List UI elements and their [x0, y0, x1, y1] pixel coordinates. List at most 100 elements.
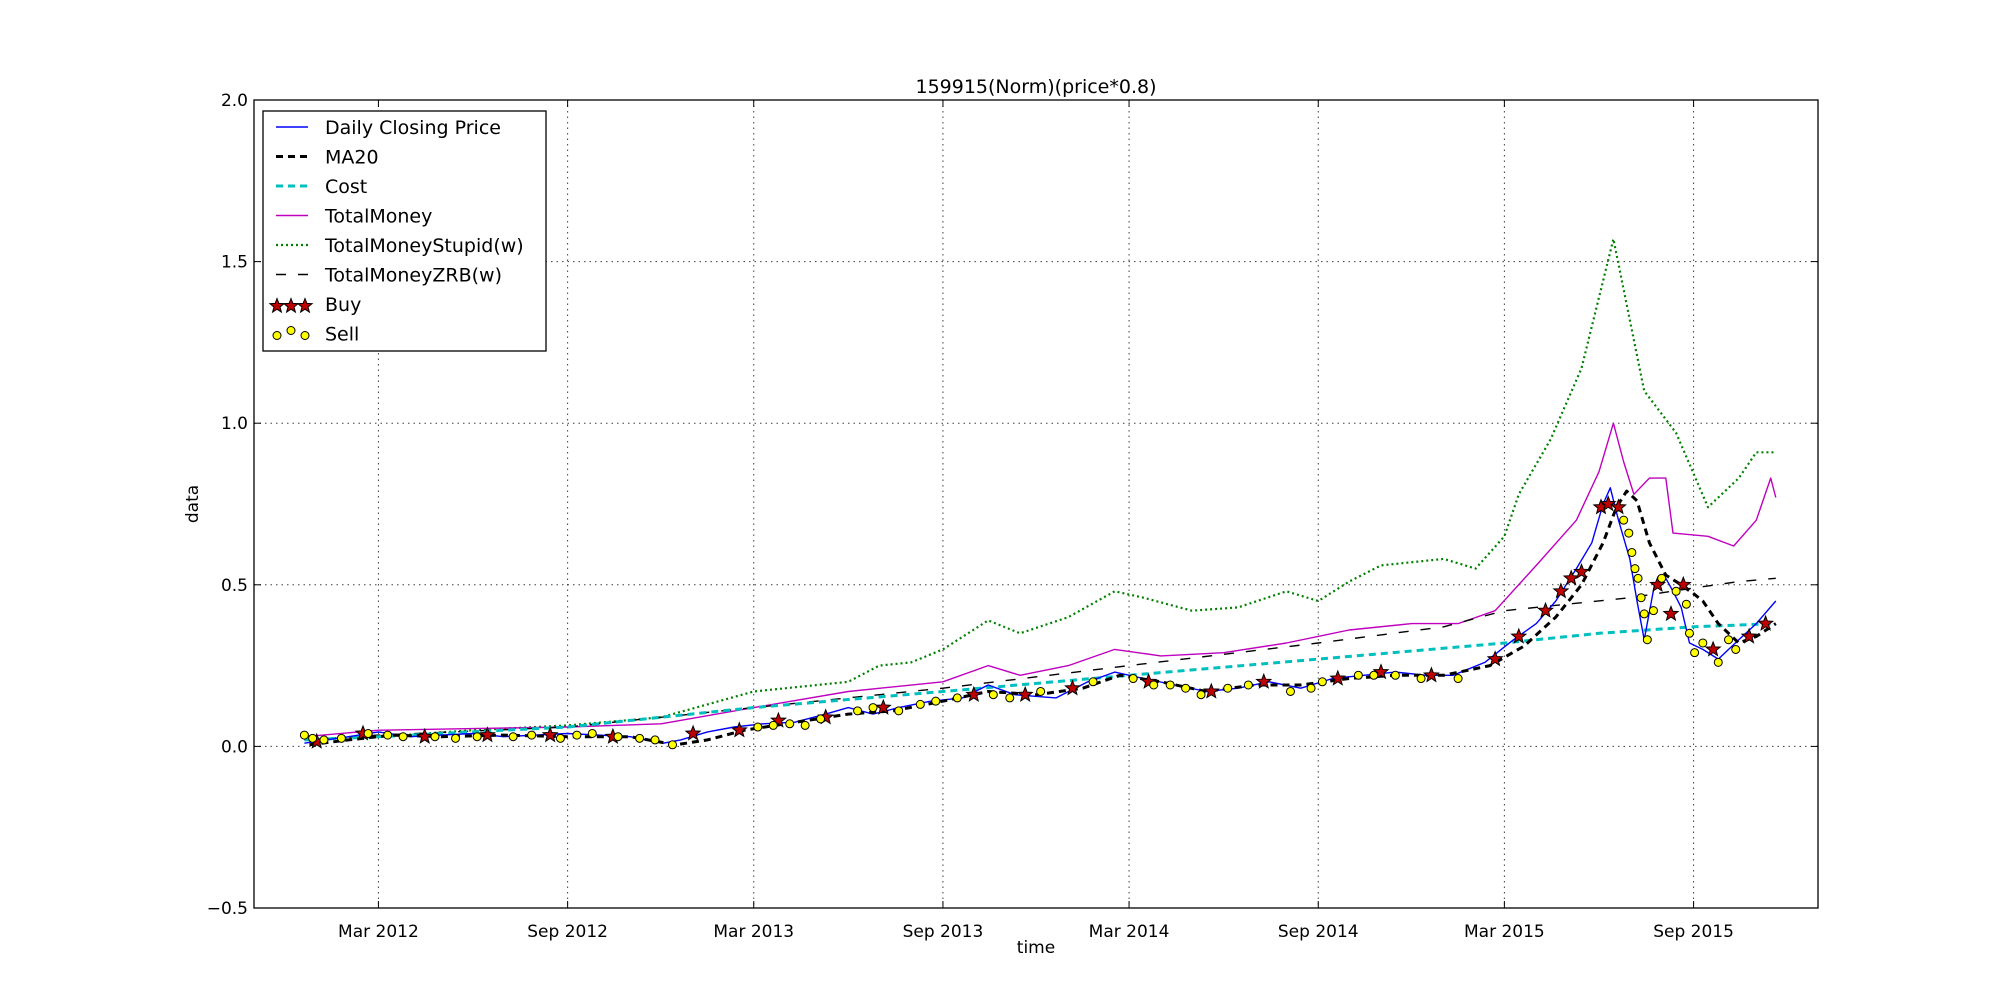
y-tick-label: 0.0 [221, 737, 248, 757]
sell-marker [299, 730, 309, 740]
sell-marker [1713, 657, 1723, 667]
sell-marker [816, 714, 826, 724]
buy-marker [1562, 569, 1580, 586]
sell-marker [383, 730, 393, 740]
sell-marker [472, 732, 482, 742]
legend-swatch-buy [282, 297, 300, 314]
legend-label-sell: Sell [325, 324, 359, 346]
sell-marker [451, 733, 461, 743]
buy-marker [1255, 672, 1273, 689]
buy-marker [1704, 640, 1722, 657]
x-tick-label: Sep 2012 [527, 922, 608, 942]
sell-marker [952, 693, 962, 703]
sell-marker [319, 735, 329, 745]
y-tick-label: 1.0 [221, 414, 248, 434]
buy-marker [416, 727, 434, 744]
sell-marker [336, 733, 346, 743]
sell-marker [1642, 635, 1652, 645]
buy-marker [965, 685, 983, 702]
buy-marker [1329, 669, 1347, 686]
series-line-ma20 [309, 489, 1777, 747]
sell-marker [1731, 644, 1741, 654]
plot-markers [299, 495, 1775, 750]
sell-marker [1639, 609, 1649, 619]
buy-marker [874, 698, 892, 715]
x-tick-label: Mar 2014 [1089, 922, 1170, 942]
sell-marker [1684, 628, 1694, 638]
buy-marker [1537, 601, 1554, 618]
sell-marker [1005, 693, 1015, 703]
sell-marker [894, 706, 904, 716]
sell-marker [572, 730, 582, 740]
sell-marker [1657, 573, 1667, 583]
buy-marker [1202, 682, 1220, 699]
sell-marker [1128, 674, 1138, 684]
y-tick-label: 0.5 [221, 576, 248, 596]
buy-marker [769, 711, 787, 728]
buy-marker [1372, 663, 1390, 680]
legend-label-totalmoney: TotalMoney [324, 206, 432, 228]
legend-swatch-buy [296, 297, 314, 314]
sell-marker [1088, 677, 1098, 687]
legend-label-ma20: MA20 [325, 147, 379, 169]
buy-marker [541, 726, 559, 743]
sell-marker [555, 733, 565, 743]
buy-marker [1599, 495, 1617, 512]
y-axis-title: data [183, 485, 203, 523]
y-tick-label: −0.5 [207, 899, 248, 919]
sell-marker [430, 732, 440, 742]
sell-marker [1671, 586, 1681, 596]
chart-title: 159915(Norm)(price*0.8) [915, 76, 1156, 98]
buy-marker [684, 724, 702, 741]
x-tick-label: Mar 2013 [713, 922, 794, 942]
sell-marker [587, 728, 597, 738]
sell-marker [1636, 593, 1646, 603]
legend-swatch-sell [272, 331, 282, 340]
series-line-totalmoneystupid-w [304, 237, 1776, 741]
plot-frame [253, 99, 1819, 909]
sell-marker [1243, 680, 1253, 690]
sell-marker [1619, 515, 1629, 525]
sell-marker [668, 740, 678, 750]
legend-label-cost: Cost [325, 176, 367, 198]
buy-marker [1573, 563, 1590, 580]
buy-marker [1610, 498, 1627, 515]
buy-marker [1140, 672, 1158, 689]
y-tick-label: 2.0 [221, 91, 248, 111]
x-tick-label: Mar 2015 [1464, 922, 1545, 942]
legend-label-buy: Buy [325, 294, 361, 316]
legend-swatch-sell [300, 331, 310, 340]
buy-marker [1486, 650, 1504, 667]
sell-marker [1724, 635, 1734, 645]
buy-marker [1422, 666, 1440, 683]
sell-marker [1369, 670, 1379, 680]
buy-marker [1740, 627, 1758, 644]
axis-ticks: Mar 2012 Sep 2012 Mar 2013 Sep 2013 Mar 2014… [207, 91, 1818, 942]
sell-marker [308, 733, 318, 743]
sell-marker [363, 728, 373, 738]
legend-swatch-buy [268, 297, 286, 314]
sell-marker [1306, 683, 1316, 693]
sell-marker [527, 730, 537, 740]
legend-label-totalmoneyzrb-w: TotalMoneyZRB(w) [324, 265, 502, 287]
sell-marker [635, 733, 645, 743]
sell-marker [1630, 564, 1640, 574]
sell-marker [853, 706, 863, 716]
sell-marker [785, 719, 795, 729]
buy-marker [1757, 614, 1775, 631]
legend-label-totalmoneystupid-w: TotalMoneyStupid(w) [324, 235, 524, 257]
sell-marker [1223, 683, 1233, 693]
x-tick-label: Sep 2014 [1278, 922, 1359, 942]
sell-marker [1353, 670, 1363, 680]
sell-marker [650, 735, 660, 745]
grid [254, 100, 1818, 908]
x-tick-label: Sep 2013 [903, 922, 984, 942]
series-line-totalmoney [304, 422, 1777, 738]
sell-marker [613, 732, 623, 742]
x-axis-title: time [1017, 938, 1055, 958]
sell-marker [398, 732, 408, 742]
x-tick-label: Mar 2012 [338, 922, 419, 942]
y-tick-label: 1.5 [221, 253, 248, 273]
sell-marker [1181, 683, 1191, 693]
